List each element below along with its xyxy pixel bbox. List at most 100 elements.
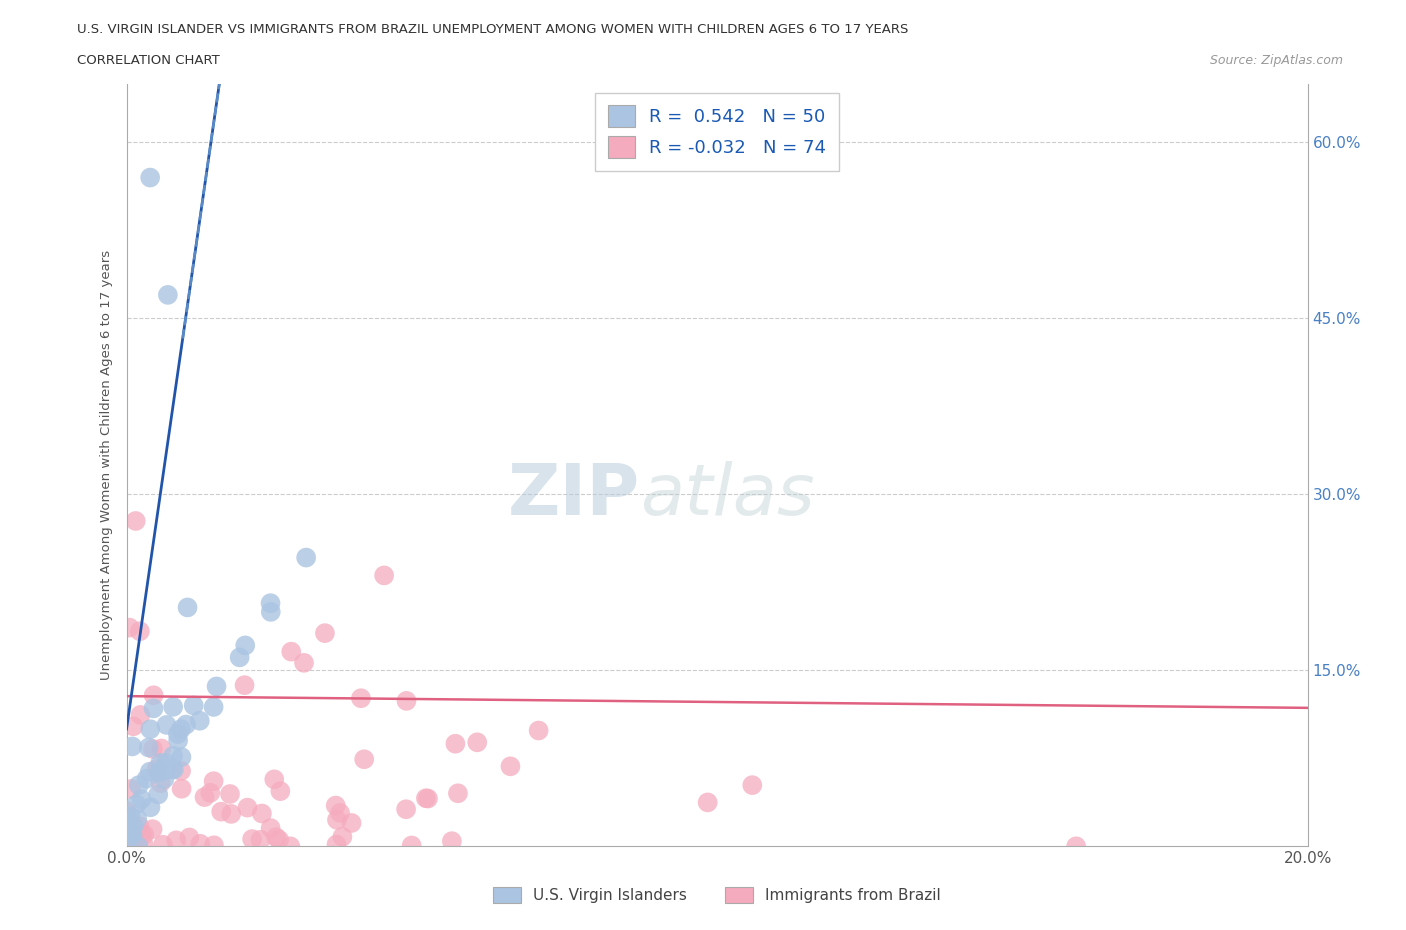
Point [127,839,149,854]
Point [395,694,418,709]
Point [166,726,188,741]
Point [329,805,352,820]
Point [233,638,256,653]
Point [117,810,139,825]
Point [142,741,165,756]
Legend: U.S. Virgin Islanders, Immigrants from Brazil: U.S. Virgin Islanders, Immigrants from B… [486,880,948,911]
Point [269,784,291,799]
Point [121,739,143,754]
Point [188,836,211,851]
Point [295,551,318,565]
Point [415,790,437,805]
Point [183,698,205,713]
Point [1064,839,1087,854]
Point [219,787,242,802]
Point [179,830,201,844]
Point [269,832,291,847]
Y-axis label: Unemployment Among Women with Children Ages 6 to 17 years: Unemployment Among Women with Children A… [100,250,114,680]
Point [156,287,179,302]
Point [444,737,467,751]
Point [264,830,287,844]
Point [260,604,283,619]
Point [155,717,177,732]
Point [153,772,176,787]
Point [127,811,149,826]
Text: CORRELATION CHART: CORRELATION CHART [77,54,221,67]
Point [209,804,232,819]
Point [228,650,250,665]
Point [170,764,193,778]
Point [165,833,187,848]
Point [200,785,222,800]
Point [155,761,177,776]
Point [395,802,418,817]
Point [250,806,273,821]
Point [138,740,160,755]
Point [162,749,184,764]
Point [122,719,145,734]
Point [205,679,228,694]
Point [401,838,423,853]
Point [125,797,148,812]
Point [170,722,193,737]
Text: ZIP: ZIP [508,461,640,530]
Point [263,772,285,787]
Point [259,820,281,835]
Point [202,774,225,789]
Point [325,798,347,813]
Point [125,513,148,528]
Point [121,827,143,842]
Point [499,759,522,774]
Point [142,822,165,837]
Point [139,764,162,779]
Point [162,699,184,714]
Text: Source: ZipAtlas.com: Source: ZipAtlas.com [1209,54,1343,67]
Point [131,791,153,806]
Point [120,781,142,796]
Point [174,717,197,732]
Point [193,790,215,804]
Point [236,800,259,815]
Point [741,777,763,792]
Point [121,827,143,842]
Point [134,827,156,842]
Point [142,701,165,716]
Point [350,691,373,706]
Point [167,733,190,748]
Point [440,833,463,848]
Point [447,786,470,801]
Point [120,824,142,839]
Point [202,699,225,714]
Point [373,568,395,583]
Point [152,837,174,852]
Point [465,735,488,750]
Point [249,832,271,847]
Point [115,839,138,854]
Point [280,644,302,659]
Point [131,827,153,842]
Point [129,708,152,723]
Point [139,800,162,815]
Point [149,776,172,790]
Point [115,839,138,854]
Point [696,795,718,810]
Point [326,813,349,828]
Point [115,804,138,818]
Point [233,678,256,693]
Point [142,688,165,703]
Point [128,777,150,792]
Point [128,624,150,639]
Point [121,827,143,842]
Point [240,831,263,846]
Point [149,755,172,770]
Point [155,763,177,777]
Text: atlas: atlas [640,461,815,530]
Point [170,781,193,796]
Point [259,596,281,611]
Point [202,838,225,853]
Point [278,839,301,854]
Point [117,812,139,827]
Point [150,741,173,756]
Point [188,713,211,728]
Point [115,816,138,830]
